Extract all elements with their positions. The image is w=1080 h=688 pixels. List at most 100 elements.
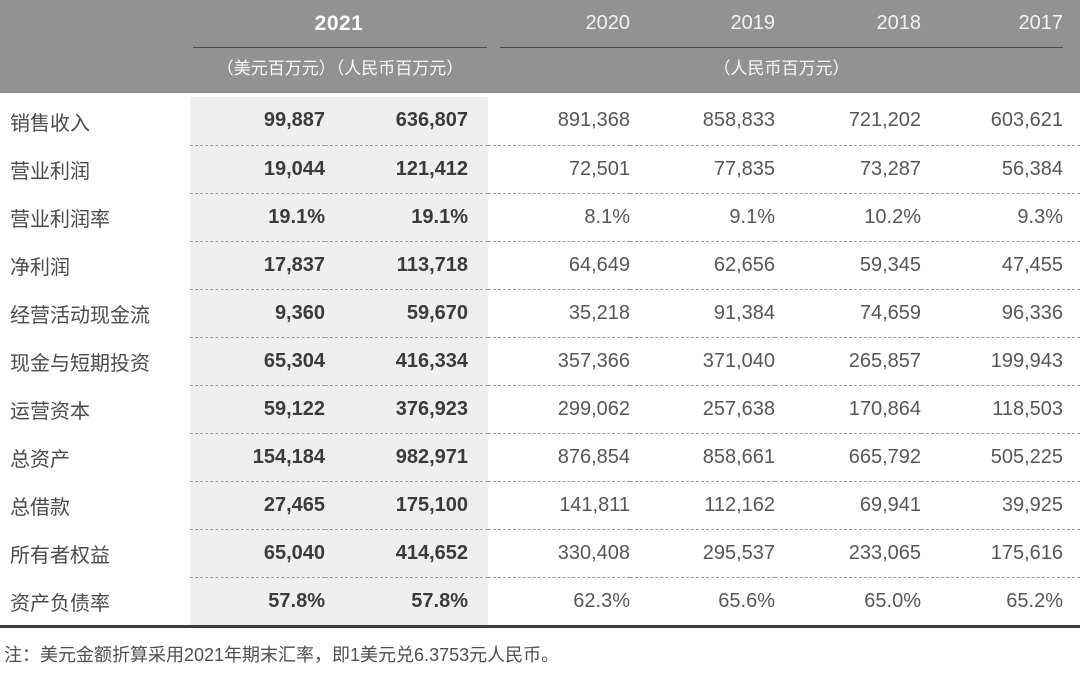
value-rmb-2021: 414,652 xyxy=(325,529,488,578)
value-2017: 118,503 xyxy=(921,385,1080,434)
value-rmb-2021: 376,923 xyxy=(325,385,488,434)
value-2020: 330,408 xyxy=(488,529,630,578)
row-label: 所有者权益 xyxy=(10,544,110,567)
row-label: 总借款 xyxy=(10,496,70,519)
col-header-2020: 2020 xyxy=(585,12,631,34)
value-2019: 371,040 xyxy=(630,337,775,386)
value-usd-2021: 65,040 xyxy=(190,529,325,578)
row-label: 营业利润率 xyxy=(10,208,110,231)
row-label: 经营活动现金流 xyxy=(10,304,150,327)
table-row: 现金与短期投资 65,304 416,334 357,366 371,040 2… xyxy=(0,337,1080,386)
table-row: 资产负债率 57.8% 57.8% 62.3% 65.6% 65.0% 65.2… xyxy=(0,577,1080,625)
value-usd-2021: 154,184 xyxy=(190,433,325,482)
value-2017: 199,943 xyxy=(921,337,1080,386)
value-usd-2021: 65,304 xyxy=(190,337,325,386)
table-row: 总借款 27,465 175,100 141,811 112,162 69,94… xyxy=(0,481,1080,530)
value-2019: 257,638 xyxy=(630,385,775,434)
value-2020: 891,368 xyxy=(488,97,630,146)
value-usd-2021: 9,360 xyxy=(190,289,325,338)
value-2017: 39,925 xyxy=(921,481,1080,530)
value-usd-2021: 99,887 xyxy=(190,97,325,146)
value-2019: 77,835 xyxy=(630,145,775,194)
value-2019: 112,162 xyxy=(630,481,775,530)
value-2018: 665,792 xyxy=(775,433,921,482)
value-2018: 59,345 xyxy=(775,241,921,290)
col-header-2018: 2018 xyxy=(876,12,922,34)
row-label: 销售收入 xyxy=(10,112,90,135)
table-header: 2021 2020 2019 2018 2017 （美元百万元）（人民币百万元）… xyxy=(0,0,1080,93)
value-rmb-2021: 636,807 xyxy=(325,97,488,146)
row-label: 运营资本 xyxy=(10,400,90,423)
unit-header-row: （美元百万元）（人民币百万元） （人民币百万元） xyxy=(0,47,1080,81)
value-2017: 175,616 xyxy=(921,529,1080,578)
value-2020: 62.3% xyxy=(573,589,630,612)
value-2020: 35,218 xyxy=(488,289,630,338)
table-row: 所有者权益 65,040 414,652 330,408 295,537 233… xyxy=(0,529,1080,578)
footnote: 注：美元金额折算采用2021年期末汇率，即1美元兑6.3753元人民币。 xyxy=(4,645,560,665)
value-rmb-2021: 19.1% xyxy=(325,193,488,242)
value-rmb-2021: 121,412 xyxy=(325,145,488,194)
value-2018: 721,202 xyxy=(775,97,921,146)
value-usd-2021: 59,122 xyxy=(190,385,325,434)
value-usd-2021: 19.1% xyxy=(190,193,325,242)
value-2017: 65.2% xyxy=(1006,589,1063,612)
value-2019: 295,537 xyxy=(630,529,775,578)
value-2017: 47,455 xyxy=(921,241,1080,290)
value-usd-2021: 57.8% xyxy=(190,577,325,625)
value-2020: 8.1% xyxy=(488,193,630,242)
value-2018: 233,065 xyxy=(775,529,921,578)
table-row: 运营资本 59,122 376,923 299,062 257,638 170,… xyxy=(0,385,1080,434)
value-2019: 858,661 xyxy=(630,433,775,482)
value-2017: 505,225 xyxy=(921,433,1080,482)
table-row: 经营活动现金流 9,360 59,670 35,218 91,384 74,65… xyxy=(0,289,1080,338)
table-row: 销售收入 99,887 636,807 891,368 858,833 721,… xyxy=(0,97,1080,146)
value-2020: 64,649 xyxy=(488,241,630,290)
value-rmb-2021: 416,334 xyxy=(325,337,488,386)
col-header-2019: 2019 xyxy=(730,12,776,34)
value-rmb-2021: 59,670 xyxy=(325,289,488,338)
row-label: 营业利润 xyxy=(10,160,90,183)
unit-header-prior-years: （人民币百万元） xyxy=(500,47,1063,81)
value-2018: 265,857 xyxy=(775,337,921,386)
value-2018: 10.2% xyxy=(775,193,921,242)
value-2018: 170,864 xyxy=(775,385,921,434)
value-2020: 299,062 xyxy=(488,385,630,434)
row-label: 现金与短期投资 xyxy=(10,352,150,375)
col-header-2017: 2017 xyxy=(1018,12,1064,34)
value-2019: 62,656 xyxy=(630,241,775,290)
value-rmb-2021: 57.8% xyxy=(325,577,488,625)
value-2017: 9.3% xyxy=(921,193,1080,242)
row-label: 资产负债率 xyxy=(10,592,110,615)
value-rmb-2021: 982,971 xyxy=(325,433,488,482)
value-2019: 858,833 xyxy=(630,97,775,146)
value-usd-2021: 19,044 xyxy=(190,145,325,194)
col-header-2021: 2021 xyxy=(314,11,364,35)
financial-data-table: 销售收入 99,887 636,807 891,368 858,833 721,… xyxy=(0,97,1080,625)
value-2019: 9.1% xyxy=(630,193,775,242)
value-2017: 603,621 xyxy=(921,97,1080,146)
value-usd-2021: 27,465 xyxy=(190,481,325,530)
value-2018: 74,659 xyxy=(775,289,921,338)
row-label: 总资产 xyxy=(10,448,70,471)
row-label: 净利润 xyxy=(10,256,70,279)
value-rmb-2021: 175,100 xyxy=(325,481,488,530)
value-2017: 96,336 xyxy=(921,289,1080,338)
year-header-row: 2021 2020 2019 2018 2017 xyxy=(0,0,1080,47)
value-2018: 69,941 xyxy=(775,481,921,530)
value-2020: 141,811 xyxy=(488,481,630,530)
value-2020: 876,854 xyxy=(488,433,630,482)
value-rmb-2021: 113,718 xyxy=(325,241,488,290)
table-row: 营业利润率 19.1% 19.1% 8.1% 9.1% 10.2% 9.3% xyxy=(0,193,1080,242)
value-2019: 65.6% xyxy=(718,589,775,612)
table-row: 总资产 154,184 982,971 876,854 858,661 665,… xyxy=(0,433,1080,482)
table-row: 净利润 17,837 113,718 64,649 62,656 59,345 … xyxy=(0,241,1080,290)
value-2020: 72,501 xyxy=(488,145,630,194)
unit-header-2021: （美元百万元）（人民币百万元） xyxy=(193,47,487,81)
value-2019: 91,384 xyxy=(630,289,775,338)
table-bottom-rule xyxy=(0,625,1080,628)
value-2018: 73,287 xyxy=(775,145,921,194)
table-row: 营业利润 19,044 121,412 72,501 77,835 73,287… xyxy=(0,145,1080,194)
value-2020: 357,366 xyxy=(488,337,630,386)
value-usd-2021: 17,837 xyxy=(190,241,325,290)
value-2018: 65.0% xyxy=(864,589,921,612)
